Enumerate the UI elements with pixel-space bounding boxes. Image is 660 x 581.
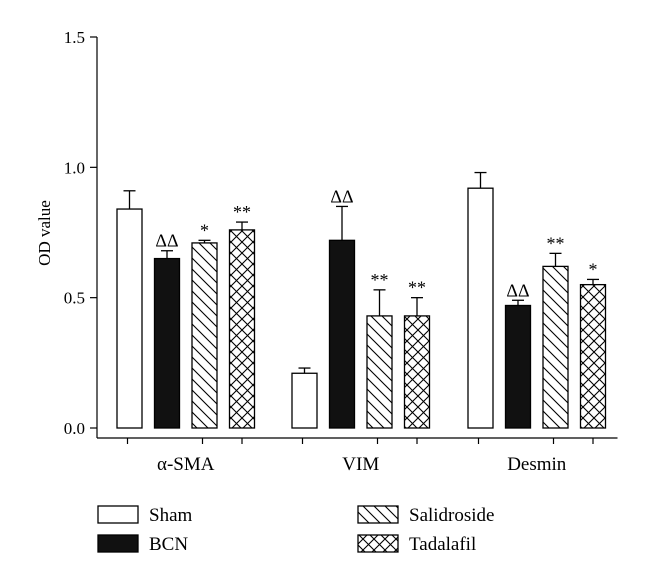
bar-vim-tadalafil (403, 315, 431, 429)
category-label-sma: α-SMA (157, 454, 215, 475)
significance-mark: ΔΔ (155, 231, 178, 251)
legend-label-tadalafil: Tadalafil (409, 534, 476, 555)
axes: 0.0 0.5 1.0 1.5 (64, 28, 618, 444)
significance-mark: ΔΔ (330, 186, 353, 206)
significance-mark: * (589, 259, 598, 279)
bar-desmin-tadalafil (579, 283, 607, 429)
legend-swatch-sham (97, 505, 139, 524)
bars (116, 171, 607, 429)
legend-label-salidroside: Salidroside (409, 505, 495, 526)
legend-label-sham: Sham (149, 505, 193, 526)
significance-mark: * (200, 220, 209, 240)
y-tick-label: 0.0 (64, 419, 85, 438)
significance-mark: ΔΔ (506, 280, 529, 300)
bar-sma-tadalafil (228, 229, 256, 429)
category-label-vim: VIM (342, 454, 379, 475)
legend-label-bcn: BCN (149, 534, 188, 555)
significance-mark: ** (408, 278, 426, 298)
significance-mark: ** (371, 270, 389, 290)
y-axis-title: OD value (35, 200, 54, 266)
bar-vim-sham (291, 372, 318, 429)
category-label-desmin: Desmin (507, 454, 567, 475)
bar-vim-bcn (328, 239, 356, 429)
legend-swatch-salidroside (357, 505, 399, 524)
legend: Sham BCN Salidroside Tadalafil (97, 505, 495, 555)
bar-desmin-sham (467, 187, 494, 429)
legend-swatch-bcn (97, 534, 139, 553)
bar-sma-salidroside (191, 242, 218, 429)
bar-sma-sham (116, 208, 143, 429)
bar-sma-bcn (153, 257, 181, 429)
significance-mark: ** (233, 202, 251, 222)
bar-desmin-salidroside (542, 265, 569, 429)
y-tick-label: 1.5 (64, 28, 85, 47)
y-tick-label: 1.0 (64, 158, 85, 177)
bar-vim-salidroside (366, 315, 393, 429)
y-tick-label: 0.5 (64, 289, 85, 308)
bar-desmin-bcn (504, 304, 532, 429)
legend-swatch-tadalafil (357, 534, 399, 553)
significance-mark: ** (547, 233, 565, 253)
